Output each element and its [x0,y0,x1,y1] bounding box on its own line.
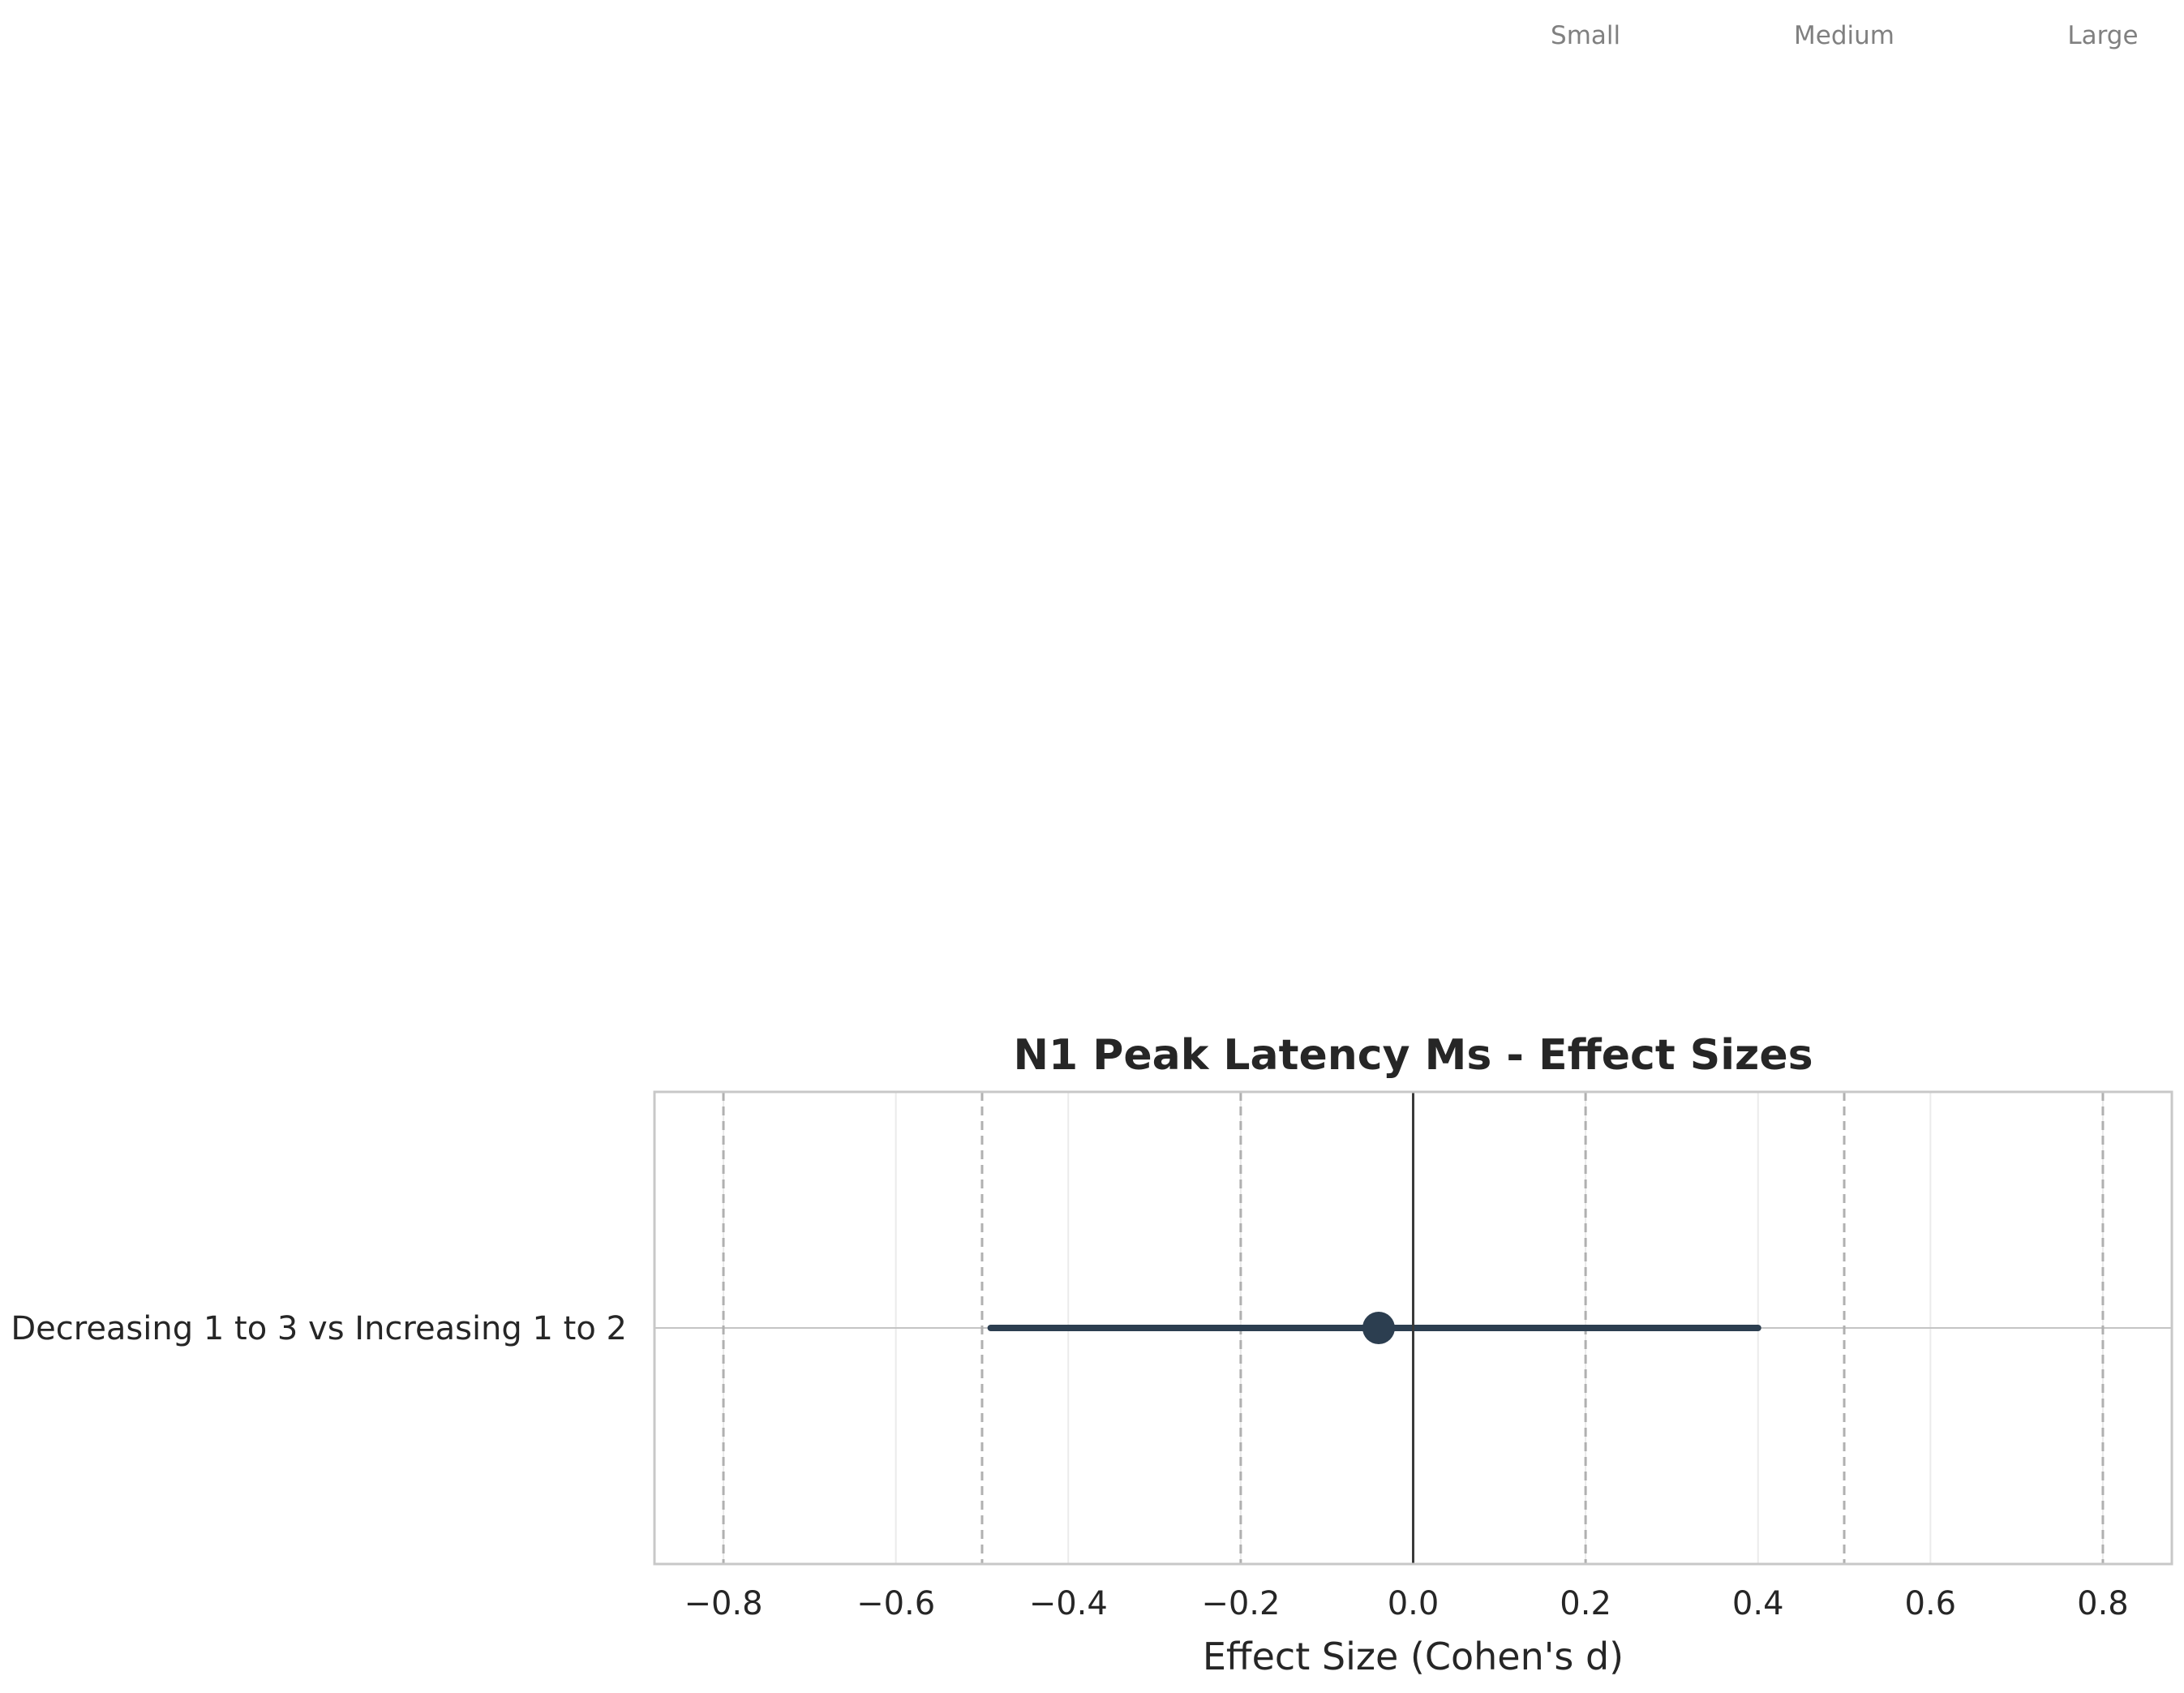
chart-title: N1 Peak Latency Ms - Effect Sizes [1013,1031,1813,1080]
y-tick-label: Decreasing 1 to 3 vs Increasing 1 to 2 [11,1310,627,1347]
x-tick-label: −0.4 [1029,1585,1108,1622]
x-tick-label: 0.0 [1388,1585,1440,1622]
y-tick-labels: Decreasing 1 to 3 vs Increasing 1 to 2 [11,1310,627,1347]
x-axis-label: Effect Size (Cohen's d) [1203,1635,1624,1678]
comparison-rows [987,1312,1761,1344]
x-tick-label: 0.8 [2077,1585,2129,1622]
threshold-label-large: Large [2067,21,2138,50]
threshold-labels: Small Medium Large [1551,21,2139,50]
threshold-label-medium: Medium [1794,21,1894,50]
x-tick-label: 0.4 [1732,1585,1784,1622]
effect-point [1362,1312,1395,1344]
x-tick-label: 0.6 [1905,1585,1957,1622]
x-tick-label: 0.2 [1560,1585,1611,1622]
x-tick-label: −0.2 [1201,1585,1280,1622]
x-tick-labels: −0.8 −0.6 −0.4 −0.2 0.0 0.2 0.4 0.6 0.8 [684,1585,2128,1622]
x-tick-label: −0.8 [684,1585,762,1622]
plot-frame [653,1090,2173,1566]
x-tick-label: −0.6 [856,1585,935,1622]
threshold-label-small: Small [1551,21,1620,50]
